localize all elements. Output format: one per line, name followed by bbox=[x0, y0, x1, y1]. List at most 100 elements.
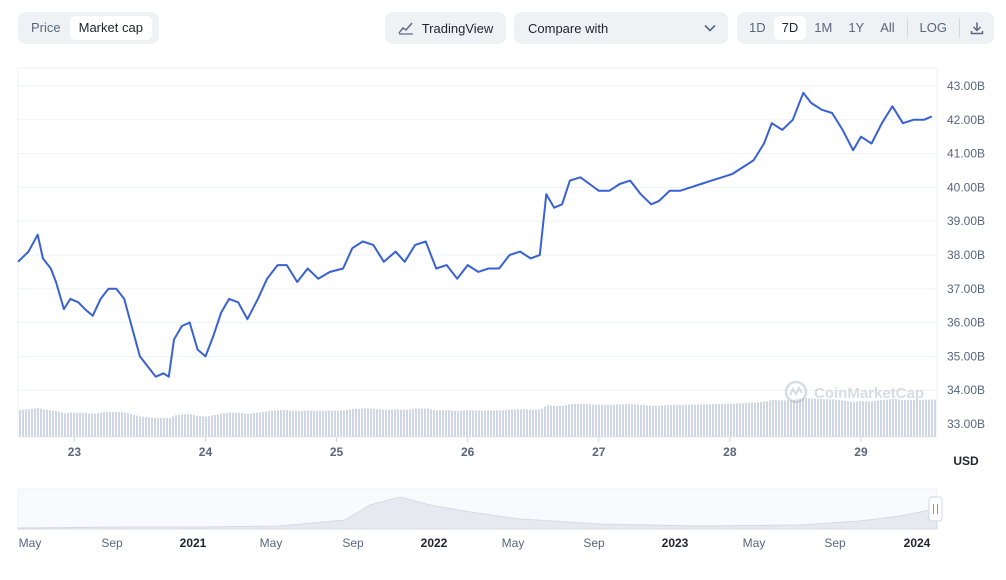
volume-bar bbox=[391, 409, 393, 437]
volume-bar bbox=[313, 410, 315, 437]
volume-bar bbox=[274, 410, 276, 437]
volume-bar bbox=[61, 412, 63, 437]
chevron-down-icon bbox=[704, 24, 716, 32]
volume-bar bbox=[922, 399, 924, 437]
volume-bar bbox=[649, 405, 651, 437]
volume-bar bbox=[244, 413, 246, 437]
volume-bar bbox=[514, 409, 516, 437]
volume-bar bbox=[607, 404, 609, 437]
volume-bar bbox=[202, 416, 204, 437]
range-1d[interactable]: 1D bbox=[749, 20, 766, 35]
volume-bar bbox=[910, 399, 912, 437]
volume-bar bbox=[97, 413, 99, 437]
volume-bar bbox=[361, 408, 363, 437]
range-7d[interactable]: 7D bbox=[773, 16, 807, 40]
volume-bar bbox=[550, 405, 552, 437]
volume-bar bbox=[826, 399, 828, 437]
volume-bar bbox=[412, 409, 414, 437]
y-tick-label: 37.00B bbox=[947, 282, 985, 296]
volume-bar bbox=[871, 401, 873, 437]
volume-bar bbox=[310, 410, 312, 437]
volume-bar bbox=[439, 410, 441, 437]
volume-bar bbox=[232, 412, 234, 437]
volume-bar bbox=[325, 410, 327, 437]
y-axis: 33.00B 34.00B 35.00B 36.00B 37.00B 38.00B 39.0… bbox=[947, 79, 985, 431]
volume-bar bbox=[820, 399, 822, 437]
volume-bar bbox=[559, 405, 561, 437]
volume-bar bbox=[505, 409, 507, 437]
volume-bar bbox=[466, 410, 468, 437]
tradingview-label: TradingView bbox=[421, 20, 494, 36]
volume-bar bbox=[511, 409, 513, 437]
volume-bar bbox=[187, 414, 189, 437]
volume-bar bbox=[175, 415, 177, 437]
y-tick-label: 38.00B bbox=[947, 248, 985, 262]
download-button[interactable] bbox=[964, 16, 990, 40]
volume-bar bbox=[91, 413, 93, 437]
range-1y[interactable]: 1Y bbox=[848, 20, 865, 35]
volume-bar bbox=[601, 404, 603, 437]
volume-bar bbox=[190, 414, 192, 437]
volume-bar bbox=[520, 409, 522, 437]
y-tick-label: 40.00B bbox=[947, 180, 985, 194]
volume-bar bbox=[301, 410, 303, 437]
volume-bar bbox=[430, 409, 432, 437]
volume-bar bbox=[784, 400, 786, 437]
volume-bar bbox=[490, 410, 492, 437]
volume-bar bbox=[664, 405, 666, 437]
tab-market-cap[interactable]: Market cap bbox=[69, 16, 152, 40]
y-tick-label: 35.00B bbox=[947, 349, 985, 363]
navigator-tick-label: Sep bbox=[342, 536, 364, 550]
range-navigator[interactable] bbox=[17, 488, 943, 530]
volume-bar bbox=[472, 410, 474, 437]
volume-bar bbox=[877, 400, 879, 437]
volume-bar bbox=[517, 409, 519, 437]
volume-bar bbox=[421, 408, 423, 437]
volume-bar bbox=[427, 408, 429, 437]
compare-label: Compare with bbox=[528, 20, 609, 36]
volume-bar bbox=[832, 399, 834, 437]
volume-bar bbox=[658, 405, 660, 437]
y-tick-label: 43.00B bbox=[947, 79, 985, 93]
volume-bar bbox=[529, 409, 531, 437]
volume-bar bbox=[106, 412, 108, 437]
volume-bar bbox=[376, 408, 378, 437]
volume-bar bbox=[904, 400, 906, 437]
volume-bar bbox=[670, 404, 672, 437]
watermark-text: CoinMarketCap bbox=[814, 385, 924, 402]
volume-bar bbox=[700, 404, 702, 437]
volume-bar bbox=[385, 409, 387, 437]
compare-with-select[interactable]: Compare with bbox=[514, 12, 728, 44]
tab-price[interactable]: Price bbox=[31, 20, 61, 35]
volume-bar bbox=[142, 416, 144, 437]
navigator-handle[interactable] bbox=[928, 496, 943, 522]
navigator-tick-label: May bbox=[743, 536, 766, 550]
log-scale-toggle[interactable]: LOG bbox=[919, 20, 948, 35]
volume-bar bbox=[109, 411, 111, 437]
volume-bar bbox=[859, 401, 861, 437]
volume-bar bbox=[454, 410, 456, 437]
volume-bar bbox=[178, 414, 180, 437]
volume-bar bbox=[769, 400, 771, 437]
tradingview-button[interactable]: TradingView bbox=[385, 12, 506, 44]
volume-bar bbox=[625, 404, 627, 437]
volume-bar bbox=[211, 415, 213, 437]
volume-bar bbox=[730, 403, 732, 437]
range-all[interactable]: All bbox=[880, 20, 895, 35]
volume-bar bbox=[631, 404, 633, 437]
volume-bar bbox=[763, 401, 765, 437]
volume-bar bbox=[661, 405, 663, 437]
volume-bar bbox=[583, 404, 585, 437]
volume-bar bbox=[919, 399, 921, 437]
volume-bar bbox=[793, 399, 795, 437]
volume-bar bbox=[772, 400, 774, 437]
range-1m[interactable]: 1M bbox=[814, 20, 833, 35]
volume-bar bbox=[73, 412, 75, 437]
volume-bar bbox=[727, 403, 729, 437]
volume-bar bbox=[256, 412, 258, 437]
volume-bar bbox=[397, 409, 399, 437]
volume-bar bbox=[139, 416, 141, 437]
volume-bar bbox=[523, 409, 525, 437]
volume-bar bbox=[343, 410, 345, 437]
